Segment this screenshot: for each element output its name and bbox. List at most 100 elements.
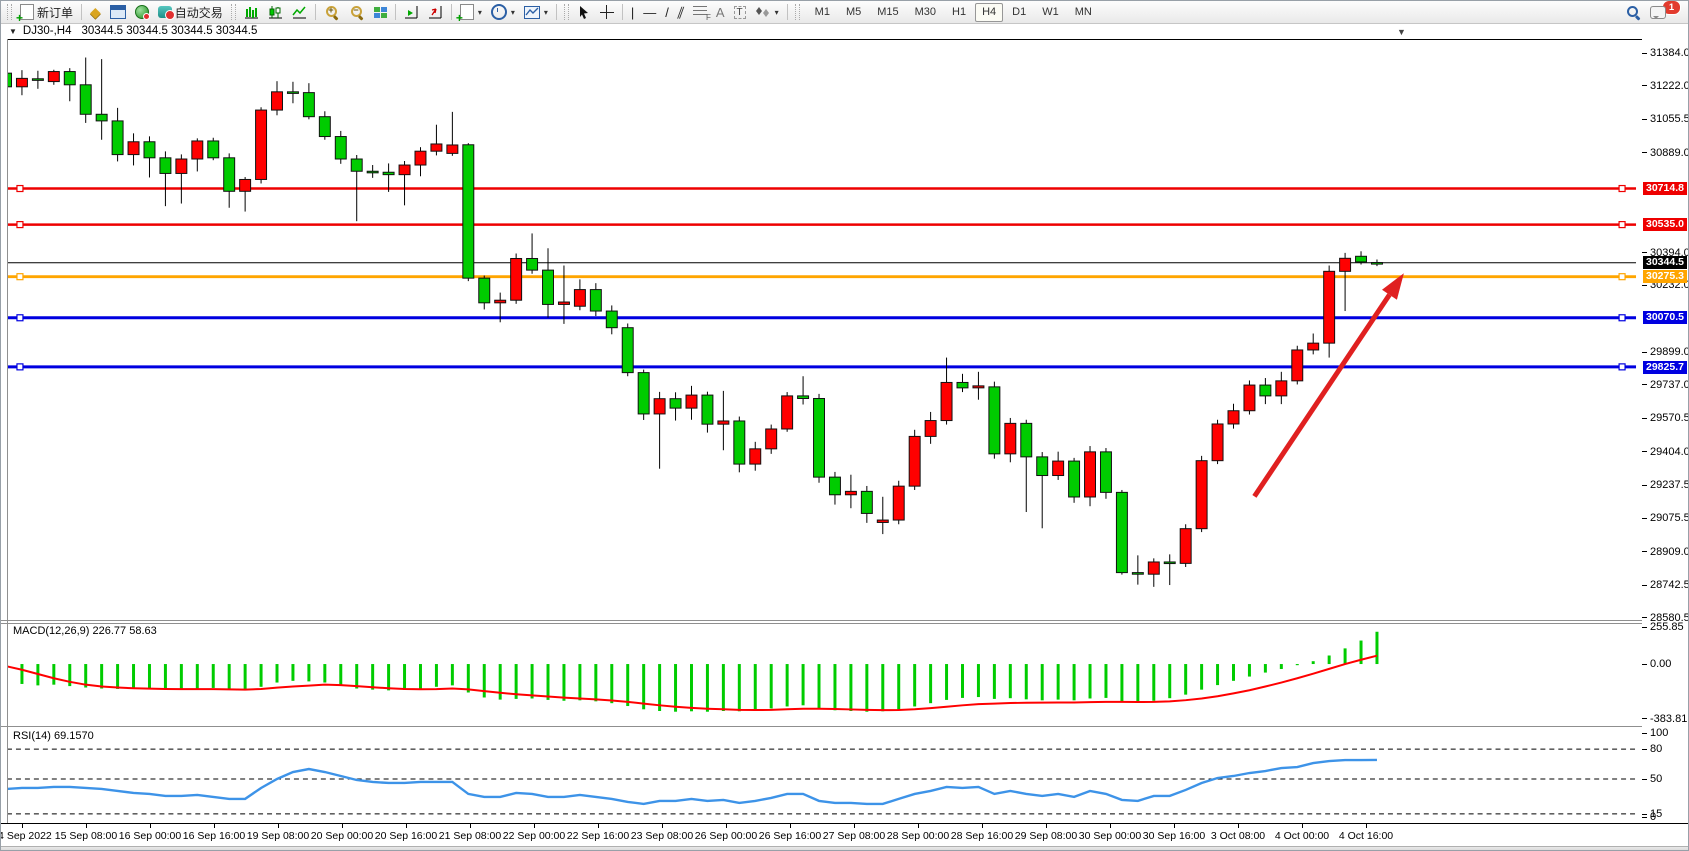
timeframe-M5[interactable]: M5 (845, 5, 862, 18)
new-order-label: 新订单 (37, 5, 74, 20)
line-handle[interactable] (16, 314, 24, 322)
vertical-line-button[interactable]: | (627, 1, 638, 23)
search-button[interactable] (1621, 1, 1645, 23)
timeframe-M15[interactable]: M15 (877, 5, 899, 18)
line-handle[interactable] (16, 184, 24, 193)
timeframe-D1[interactable]: D1 (1012, 5, 1027, 18)
candle-body (1004, 422, 1017, 455)
trendline-button[interactable]: / (661, 1, 673, 23)
fibonacci-button[interactable] (689, 1, 711, 23)
text-button[interactable]: A (712, 1, 729, 23)
zoom-out-icon: − (349, 4, 365, 20)
timeframe-M30[interactable]: M30 (914, 5, 937, 18)
price-tick-label: 29899.0 (1650, 346, 1689, 359)
candle-body (924, 420, 937, 437)
cursor-button[interactable] (573, 1, 595, 23)
line-handle[interactable] (1618, 221, 1626, 229)
candle-body (478, 277, 491, 304)
candle-body (430, 143, 443, 152)
line-handle[interactable] (1618, 314, 1626, 322)
macd-signal-line (7, 654, 1378, 712)
candlestick-canvas[interactable] (7, 39, 1642, 621)
candle-body (972, 385, 985, 389)
candle-body (701, 394, 714, 425)
toolbar-grip (230, 4, 236, 20)
time-label: 26 Sep 00:00 (694, 830, 758, 842)
time-label: 30 Sep 00:00 (1078, 830, 1142, 842)
candle-body (302, 92, 315, 118)
new-chart-dropdown[interactable]: ▾ (456, 1, 486, 25)
timeframe-W1[interactable]: W1 (1042, 5, 1059, 18)
rsi-pane[interactable]: RSI(14) 69.1570 (1, 728, 1688, 823)
candle-body (1323, 270, 1336, 344)
auto-scroll-button[interactable] (400, 1, 423, 23)
price-tick-label: 31222.0 (1650, 79, 1689, 92)
separator (81, 4, 83, 20)
zoom-out-button[interactable]: − (345, 1, 369, 23)
macd-canvas[interactable] (7, 622, 1642, 726)
line-handle[interactable] (1618, 184, 1626, 193)
pane-splitter[interactable] (1, 620, 1688, 621)
arrows-dropdown[interactable]: ▾ (751, 1, 783, 23)
chart-window-button[interactable] (106, 1, 130, 23)
time-tick (662, 824, 663, 828)
tile-windows-button[interactable] (370, 1, 391, 23)
macd-pane[interactable]: MACD(12,26,9) 226.77 58.63 (1, 622, 1688, 726)
pane-splitter[interactable] (1, 623, 1688, 624)
chart-shift-button[interactable] (424, 1, 447, 23)
bar-chart-button[interactable] (240, 1, 263, 23)
candle-body (63, 71, 76, 86)
line-handle[interactable] (16, 221, 24, 229)
timeframe-M1[interactable]: M1 (814, 5, 830, 18)
autotrading-button[interactable]: 自动交易 (154, 1, 227, 23)
timeframe-H1[interactable]: H1 (952, 5, 967, 18)
timeframe-H4[interactable]: H4 (975, 2, 1004, 22)
templates-dropdown[interactable]: ▾ (520, 1, 552, 23)
line-handle[interactable] (16, 273, 24, 281)
trend-arrow-head[interactable] (1382, 273, 1404, 300)
zoom-in-button[interactable]: + (320, 1, 344, 23)
trendline-icon: / (665, 4, 669, 20)
market-button[interactable] (131, 1, 153, 23)
candle-body (542, 269, 554, 305)
price-badge-29825.7: 29825.7 (1643, 360, 1687, 374)
line-handle[interactable] (1618, 363, 1626, 371)
price-tick-label: 28909.0 (1650, 545, 1689, 558)
rsi-line (7, 758, 1377, 806)
text-label-button[interactable]: T (730, 1, 750, 23)
rsi-canvas[interactable] (7, 728, 1642, 823)
line-chart-button[interactable] (288, 1, 311, 23)
line-handle[interactable] (1618, 273, 1626, 281)
equidistant-channel-button[interactable]: ∥ (674, 1, 688, 23)
price-badge-30344.5: 30344.5 (1643, 256, 1687, 270)
new-chart-icon (456, 4, 474, 25)
metaeditor-button[interactable]: ◆ (86, 1, 105, 23)
periods-dropdown[interactable]: ▾ (487, 1, 519, 23)
candle-body (1179, 528, 1192, 564)
candle-body (637, 372, 650, 415)
new-order-button[interactable]: 新订单 (16, 1, 77, 25)
timeframe-MN[interactable]: MN (1074, 5, 1092, 18)
time-label: 14 Sep 2022 (1, 830, 52, 842)
candle-body (1036, 456, 1049, 477)
price-axis[interactable]: 31384.0 31222.0 31055.5 30889.0 30394.0 30232… (1642, 39, 1689, 823)
line-handle[interactable] (16, 363, 24, 371)
pane-splitter[interactable] (1, 726, 1688, 727)
candlestick-chart-button[interactable] (264, 1, 287, 23)
price-tick (1642, 584, 1647, 586)
main-chart-pane[interactable] (1, 39, 1688, 621)
rsi-tick (1642, 732, 1647, 734)
candle-body (669, 398, 682, 409)
trend-arrow-line[interactable] (1252, 293, 1392, 498)
horizontal-line-button[interactable]: — (639, 1, 660, 23)
chart-dropdown-icon[interactable]: ▼ (9, 26, 17, 36)
time-label: 16 Sep 16:00 (182, 830, 246, 842)
macd-tick (1642, 663, 1647, 665)
crosshair-button[interactable] (596, 1, 618, 23)
candle-body (653, 398, 666, 415)
macd-tick-label: 0.00 (1650, 658, 1672, 670)
rsi-tick-label: 100 (1650, 727, 1669, 739)
notifications-button[interactable]: 1 (1646, 1, 1685, 23)
time-tick (982, 824, 983, 828)
